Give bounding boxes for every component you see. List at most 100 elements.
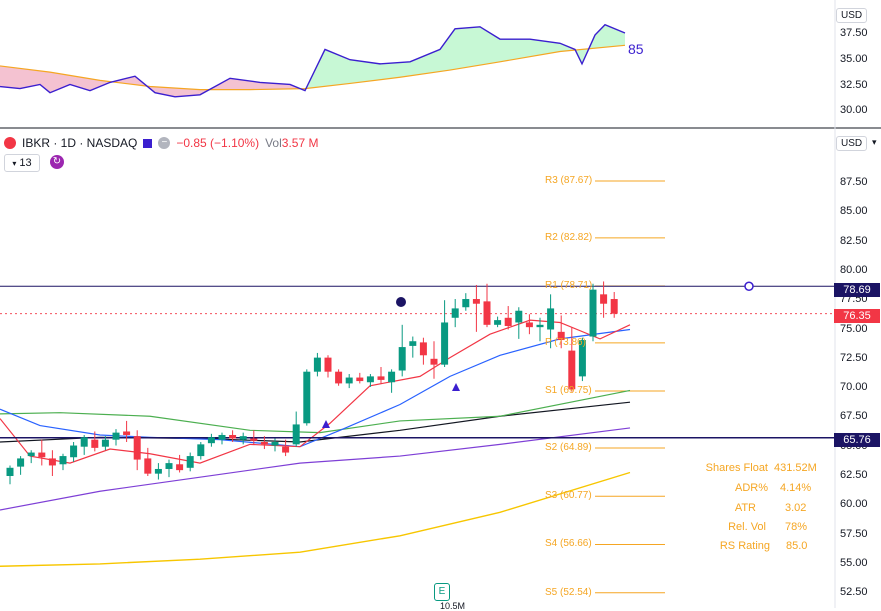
stat-label: ATR xyxy=(734,502,756,514)
sma-100-line xyxy=(0,427,631,511)
volume-axis-label: 10.5M xyxy=(440,601,466,611)
candle-body xyxy=(504,317,512,326)
candle-body xyxy=(17,458,25,467)
pivot-label: S2 (64.89) xyxy=(545,441,592,453)
candle-body xyxy=(600,294,608,304)
candle-body xyxy=(441,322,449,365)
candle-body xyxy=(101,439,109,447)
stat-label: Shares Float xyxy=(705,462,768,474)
volume-value: 3.57 M xyxy=(281,136,319,150)
candle-body xyxy=(6,467,14,476)
candle-body xyxy=(48,458,56,466)
candle-body xyxy=(335,371,343,384)
support-price-tag: 65.76 xyxy=(834,433,880,447)
candle-body xyxy=(250,438,258,441)
flag-icon[interactable] xyxy=(143,138,153,148)
pivot-label: S5 (52.54) xyxy=(545,586,592,598)
candle-body xyxy=(27,452,35,457)
stat-value: 4.14% xyxy=(780,482,812,494)
candle-body xyxy=(547,308,555,330)
period-value: 13 xyxy=(19,157,32,169)
candle-body xyxy=(557,331,565,341)
candle-body xyxy=(398,347,406,371)
refresh-icon[interactable]: ↻ xyxy=(50,155,64,169)
rs-baseline xyxy=(0,44,626,91)
candle-body xyxy=(388,371,396,383)
top-tick: 30.00 xyxy=(840,104,868,116)
candle-body xyxy=(494,320,502,325)
candle-body xyxy=(536,324,544,328)
candle-body xyxy=(568,350,576,390)
buy-signal-marker xyxy=(452,383,460,391)
stat-value: 3.02 xyxy=(785,502,807,514)
rs-line xyxy=(0,23,626,98)
chevron-down-icon[interactable]: ▾ xyxy=(872,137,877,147)
sma-200-line xyxy=(0,471,631,567)
candle-body xyxy=(589,289,597,337)
price-tick: 60.00 xyxy=(840,498,868,511)
candle-body xyxy=(515,310,523,323)
candle-body xyxy=(70,445,78,458)
pivot-label: S1 (69.75) xyxy=(545,385,592,397)
price-tick: 67.50 xyxy=(840,410,868,423)
pivot-label: R3 (87.67) xyxy=(545,175,593,186)
stat-value: 431.52M xyxy=(774,462,817,474)
main-currency-label[interactable]: USD xyxy=(836,136,868,151)
candle-body xyxy=(197,444,205,457)
candle-body xyxy=(144,458,152,474)
price-change: −0.85 (−1.10%) xyxy=(176,136,260,150)
ema-21-line xyxy=(0,328,631,448)
price-tick: 72.50 xyxy=(840,351,868,364)
candle-body xyxy=(112,432,120,440)
candle-body xyxy=(154,468,162,474)
alert-handle xyxy=(744,281,754,292)
pivot-label: R1 (78.71) xyxy=(545,280,593,292)
candle-body xyxy=(451,308,459,318)
rs-value-label: 85 xyxy=(628,41,644,57)
earnings-icon[interactable]: E xyxy=(434,583,450,601)
candle-body xyxy=(80,437,88,447)
candle-body xyxy=(472,299,480,304)
candle-body xyxy=(133,436,141,460)
candle-body xyxy=(525,322,533,328)
candle-body xyxy=(377,376,385,380)
resistance-price-tag: 78.69 xyxy=(834,283,880,297)
rs-area-fill xyxy=(0,24,625,97)
candle-body xyxy=(165,463,173,469)
stat-label: ADR% xyxy=(734,482,768,494)
pivot-label: P (73.86) xyxy=(545,336,586,348)
candle-body xyxy=(345,377,353,384)
volume-label: Vol3.57 M xyxy=(265,136,318,150)
top-tick: 35.00 xyxy=(840,53,868,65)
minus-circle-icon[interactable]: − xyxy=(158,137,171,149)
candle-body xyxy=(123,431,131,435)
price-tick: 87.50 xyxy=(840,176,868,188)
candle-body xyxy=(271,442,279,446)
price-tick: 75.00 xyxy=(840,322,868,335)
symbol-logo-icon[interactable] xyxy=(4,137,16,149)
rs-panel[interactable] xyxy=(0,0,881,130)
candle-body xyxy=(419,342,427,356)
chart-legend: IBKR · 1D · NASDAQ − −0.85 (−1.10%) Vol3… xyxy=(0,134,318,152)
candle-body xyxy=(59,456,67,465)
candle-body xyxy=(303,371,311,424)
symbol-title[interactable]: IBKR · 1D · NASDAQ xyxy=(22,136,138,150)
candle-body xyxy=(483,301,491,325)
last-price-tag: 76.35 xyxy=(834,309,880,323)
candle-body xyxy=(610,299,618,314)
stat-value: 85.0 xyxy=(786,540,808,552)
buy-signal-marker xyxy=(322,420,330,428)
top-currency-label[interactable]: USD xyxy=(836,8,868,23)
candle-body xyxy=(176,464,184,471)
candle-body xyxy=(218,434,226,440)
price-tick: 80.00 xyxy=(840,263,868,276)
candle-body xyxy=(282,446,290,453)
candle-body xyxy=(229,434,237,439)
price-tick: 57.50 xyxy=(840,527,868,540)
indicator-period-box[interactable]: ▾ 13 xyxy=(4,154,40,172)
top-tick: 32.50 xyxy=(840,79,868,91)
candle-body xyxy=(366,376,374,383)
candle-body xyxy=(324,357,332,372)
candle-body xyxy=(409,341,417,346)
